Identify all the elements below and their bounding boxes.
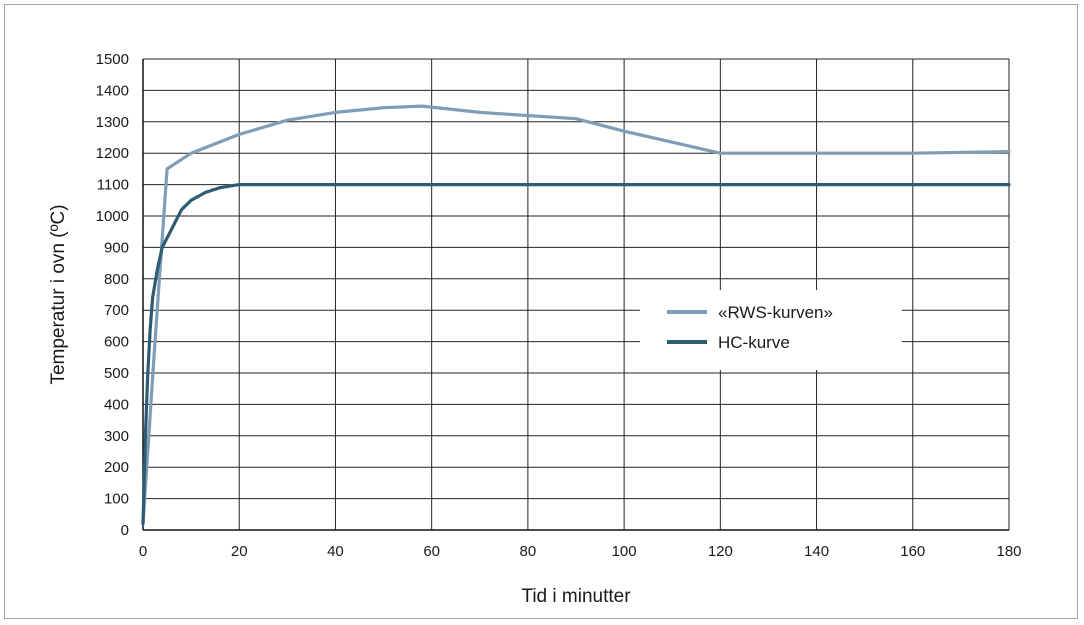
y-tick-label: 200	[104, 459, 129, 476]
y-tick-label: 100	[104, 491, 129, 508]
y-axis-label: Temperatur i ovn (ºC)	[48, 204, 69, 384]
y-tick-label: 300	[104, 428, 129, 445]
y-tick-label: 1200	[96, 145, 129, 162]
y-tick-label: 1300	[96, 114, 129, 131]
tick-labels: 0100200300400500600700800900100011001200…	[96, 51, 1022, 560]
series-lines	[141, 104, 1011, 526]
legend-label-rws: «RWS-kurven»	[718, 303, 833, 322]
x-tick-label: 120	[708, 543, 733, 560]
legend-background	[640, 290, 902, 370]
x-tick-label: 160	[900, 543, 925, 560]
x-tick-label: 40	[327, 543, 344, 560]
x-axis-label: Tid i minutter	[521, 586, 631, 607]
x-tick-label: 140	[804, 543, 829, 560]
y-tick-label: 1400	[96, 82, 129, 99]
y-tick-label: 500	[104, 365, 129, 382]
x-tick-label: 100	[612, 543, 637, 560]
series-hc-line	[141, 183, 1011, 526]
x-tick-label: 180	[996, 543, 1021, 560]
legend-label-hc: HC-kurve	[718, 333, 790, 352]
y-tick-label: 400	[104, 396, 129, 413]
x-tick-label: 60	[423, 543, 440, 560]
y-tick-label: 1000	[96, 208, 129, 225]
y-tick-label: 600	[104, 334, 129, 351]
y-tick-label: 0	[121, 522, 129, 539]
x-tick-label: 80	[520, 543, 537, 560]
y-tick-label: 700	[104, 302, 129, 319]
x-tick-label: 0	[139, 543, 147, 560]
series-rws-line	[141, 104, 1011, 526]
x-tick-label: 20	[231, 543, 248, 560]
y-tick-label: 800	[104, 271, 129, 288]
y-tick-label: 900	[104, 239, 129, 256]
y-tick-label: 1100	[97, 177, 129, 194]
y-tick-label: 1500	[96, 51, 129, 68]
legend: «RWS-kurven» HC-kurve	[640, 290, 902, 370]
